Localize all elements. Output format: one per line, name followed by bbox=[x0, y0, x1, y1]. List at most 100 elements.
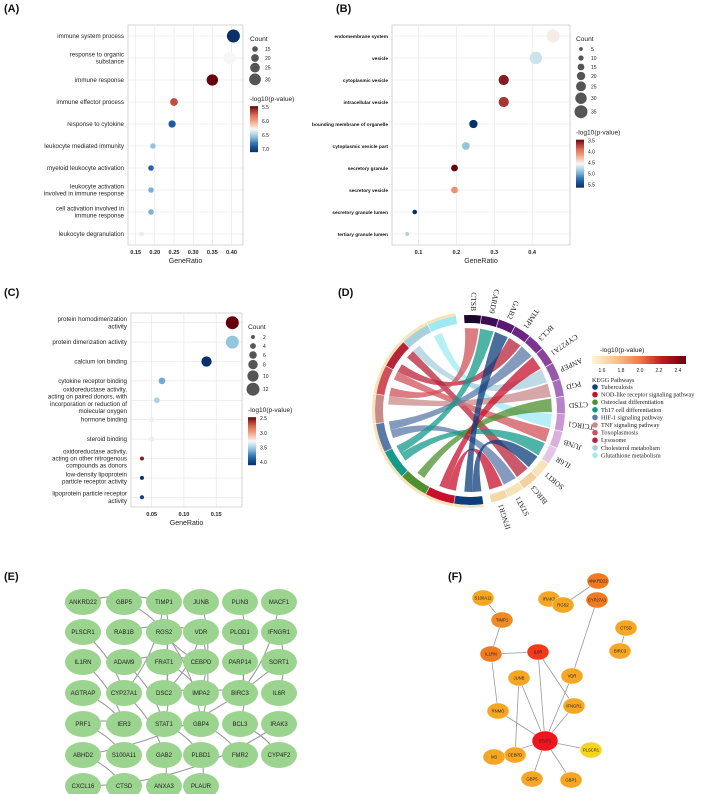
category-label: involved in immune response bbox=[44, 191, 125, 198]
protein-node bbox=[183, 742, 219, 768]
protein-node bbox=[222, 619, 258, 645]
chord-ribbon bbox=[472, 439, 538, 492]
protein-label: TIMP1 bbox=[155, 600, 173, 606]
kegg-legend-label: Osteoclast differentiation bbox=[601, 399, 664, 406]
data-point bbox=[451, 186, 458, 194]
data-point bbox=[148, 165, 154, 171]
data-point bbox=[529, 51, 543, 65]
hub-node bbox=[526, 643, 550, 661]
chord-scale-tick: 2.4 bbox=[675, 368, 682, 374]
category-label: lipoprotein particle receptor bbox=[52, 491, 127, 498]
gene-arc bbox=[552, 379, 564, 398]
color-legend-label: 6.5 bbox=[262, 133, 269, 139]
chord-scale-tick: 2.2 bbox=[656, 368, 663, 374]
protein-node bbox=[146, 619, 182, 645]
color-legend-label: 2.5 bbox=[260, 416, 267, 422]
color-legend-label: 5.5 bbox=[262, 105, 269, 111]
protein-node bbox=[183, 589, 219, 615]
panel-a-go-bp-dotplot: 0.15 0.20 0.25 0.30 0.35 0.40 GeneRatio immune … bbox=[44, 24, 294, 265]
color-legend-label: 3.5 bbox=[260, 446, 267, 452]
pathway-outer-band bbox=[382, 452, 402, 479]
network-edge bbox=[571, 599, 598, 677]
protein-node bbox=[261, 619, 297, 645]
data-point bbox=[461, 142, 470, 150]
data-point bbox=[139, 495, 144, 500]
size-legend-dot bbox=[579, 47, 583, 51]
chord-ribbon bbox=[390, 425, 516, 485]
size-legend-label: 25 bbox=[591, 84, 597, 90]
size-legend-label: 6 bbox=[263, 353, 266, 359]
protein-label: CTSD bbox=[116, 784, 133, 790]
pathway-outer-band bbox=[426, 313, 456, 325]
protein-node bbox=[65, 711, 101, 737]
category-label: secretory granule bbox=[348, 166, 389, 172]
protein-label: ABHD2 bbox=[73, 753, 94, 759]
x-tick-label: 0.05 bbox=[146, 512, 157, 518]
chord-ribbon bbox=[400, 428, 545, 461]
protein-node bbox=[222, 680, 258, 706]
category-label: leukocyte degranulation bbox=[59, 231, 125, 238]
gene-arc bbox=[489, 489, 508, 503]
protein-node bbox=[65, 773, 101, 794]
category-label: oxidoreductase activity, bbox=[63, 387, 127, 394]
x-tick-label: 0.30 bbox=[188, 250, 199, 256]
hub-label: CEBPD bbox=[508, 753, 522, 758]
data-point bbox=[223, 51, 236, 65]
kegg-legend-dot bbox=[592, 437, 598, 444]
hub-node bbox=[586, 572, 610, 590]
protein-label: FMR2 bbox=[232, 753, 249, 759]
chord-ribbon bbox=[388, 383, 551, 407]
category-label: immune effector process bbox=[56, 99, 124, 106]
category-label: response to cytokine bbox=[67, 121, 124, 128]
category-label: substance bbox=[96, 59, 125, 66]
protein-label: CEBPD bbox=[191, 660, 212, 666]
hub-label: ANKRD22 bbox=[588, 579, 608, 584]
hub-node bbox=[585, 591, 609, 609]
protein-label: PLAUR bbox=[191, 784, 212, 790]
x-tick-label: 0.2 bbox=[452, 250, 460, 256]
hub-label: IL6R bbox=[534, 650, 543, 655]
data-point bbox=[226, 29, 240, 43]
x-tick-label: 0.25 bbox=[169, 250, 180, 256]
kegg-legend-dot bbox=[592, 452, 598, 459]
kegg-legend-label: Cholesterol metabolism bbox=[601, 445, 660, 452]
data-point bbox=[149, 417, 155, 423]
size-legend-label: 2 bbox=[263, 335, 266, 341]
data-point bbox=[148, 209, 154, 215]
category-label: low-density lipoprotein bbox=[66, 471, 128, 478]
hub-label: RGS2 bbox=[557, 603, 569, 608]
protein-label: GBP4 bbox=[193, 722, 210, 728]
protein-node bbox=[106, 619, 142, 645]
gene-label: ANPEP bbox=[559, 356, 584, 374]
pathway-arc bbox=[375, 394, 385, 424]
protein-node bbox=[146, 649, 182, 675]
hub-node bbox=[551, 596, 575, 614]
hub-node bbox=[560, 667, 584, 685]
pathway-outer-band bbox=[453, 503, 484, 508]
protein-node bbox=[106, 773, 142, 794]
kegg-legend-dot bbox=[592, 391, 598, 398]
protein-label: ADAM9 bbox=[114, 660, 135, 666]
protein-label: RAB1B bbox=[114, 630, 134, 636]
hub-node bbox=[531, 730, 559, 752]
size-legend-label: 35 bbox=[591, 110, 597, 116]
network-edge bbox=[537, 651, 575, 707]
protein-label: CXCL16 bbox=[72, 784, 95, 790]
category-label: bounding membrane of organelle bbox=[312, 122, 388, 128]
category-label: immune response bbox=[75, 213, 125, 220]
panel-label-a: (A) bbox=[4, 3, 20, 15]
x-tick-label: 0.4 bbox=[528, 250, 537, 256]
category-label: calcium ion binding bbox=[74, 359, 127, 366]
gene-arc bbox=[556, 396, 566, 414]
hub-node bbox=[479, 645, 503, 663]
size-legend-dot bbox=[249, 73, 261, 86]
x-tick-label: 0.40 bbox=[226, 250, 237, 256]
hub-label: CTSD bbox=[620, 626, 631, 631]
panel-label-e: (E) bbox=[4, 571, 19, 583]
protein-label: PLOD1 bbox=[230, 630, 250, 636]
protein-node bbox=[106, 589, 142, 615]
protein-node bbox=[261, 680, 297, 706]
gene-arc bbox=[480, 315, 499, 327]
category-label: tertiary granule lumen bbox=[338, 232, 388, 238]
pathway-outer-band bbox=[383, 340, 404, 366]
